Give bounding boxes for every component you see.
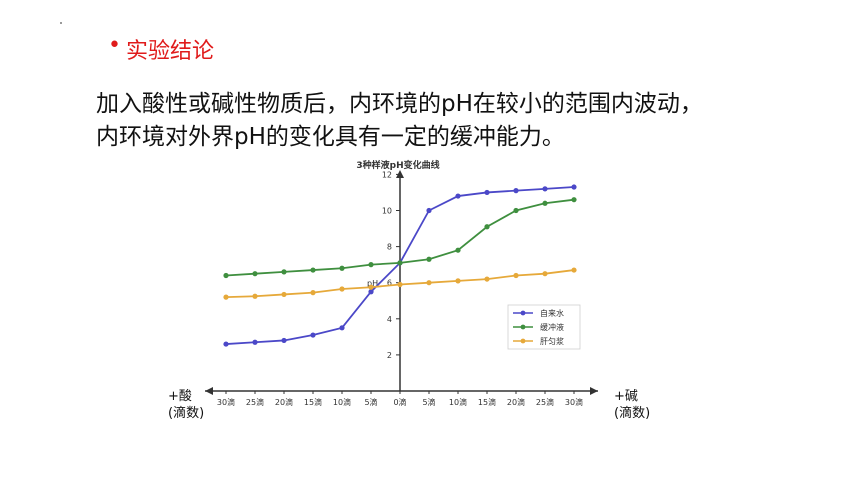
series-0-point [339, 325, 345, 331]
series-0-point [223, 341, 229, 347]
series-0-point [513, 188, 519, 194]
series-2-point [542, 271, 548, 277]
series-1-point [310, 267, 316, 273]
x-tick-label: 20滴 [507, 397, 525, 407]
legend-marker-0 [520, 310, 526, 316]
x-tick-label: 5滴 [364, 397, 377, 407]
x-axis-right-arrow [590, 387, 598, 395]
conclusion-line-1: 加入酸性或碱性物质后，内环境的pH在较小的范围内波动， [96, 91, 703, 117]
series-2-point [368, 284, 374, 290]
series-1-point [571, 197, 577, 203]
series-2-point [426, 280, 432, 286]
series-1-point [223, 272, 229, 279]
x-tick-label: 30滴 [565, 397, 583, 407]
series-0-point [252, 339, 258, 345]
conclusion-line-2: 内环境对外界pH的变化具有一定的缓冲能力。 [96, 124, 565, 150]
left-axis-label: +酸 (滴数) [168, 388, 204, 422]
series-0-point [455, 193, 461, 199]
y-tick-label: 10 [382, 207, 392, 216]
series-1-point [542, 200, 548, 206]
series-1-point [513, 207, 519, 214]
y-axis-label: pH [367, 279, 378, 288]
series-0-point [571, 184, 577, 190]
series-2-point [484, 276, 490, 282]
x-tick-label: 30滴 [217, 397, 235, 407]
left-axis-label-top: +酸 [168, 389, 192, 404]
y-tick-label: 4 [387, 315, 392, 324]
x-tick-label: 15滴 [304, 397, 322, 407]
left-axis-label-bottom: (滴数) [168, 406, 205, 421]
chart-title: 3种样液pH变化曲线 [356, 159, 439, 171]
y-tick-label: 2 [387, 351, 392, 360]
legend-marker-2 [520, 338, 526, 344]
series-0-point [368, 289, 374, 295]
y-tick-label: 8 [387, 243, 392, 252]
series-2-point [339, 286, 345, 292]
series-2-point [310, 290, 316, 296]
y-tick-label: 12 [382, 170, 392, 179]
bullet-marker: • [108, 33, 121, 58]
series-2-point [223, 294, 229, 300]
right-axis-label-top: +碱 [614, 389, 638, 404]
series-0-point [484, 189, 490, 196]
x-tick-label: 5滴 [422, 397, 435, 407]
series-1-point [281, 269, 287, 275]
series-1-point [339, 265, 345, 271]
series-1-point [426, 256, 432, 262]
y-tick-label: 6 [387, 279, 392, 288]
legend-label-0: 自来水 [540, 308, 564, 318]
series-0-point [542, 186, 548, 192]
x-tick-label: 25滴 [246, 397, 264, 407]
series-1-point [484, 224, 490, 230]
series-2-point [281, 291, 287, 298]
corner-dot [60, 22, 62, 24]
series-1-point [368, 262, 374, 268]
x-axis-left-arrow [205, 387, 213, 395]
series-2-point [513, 272, 519, 279]
legend-marker-1 [520, 324, 526, 330]
x-tick-label: 0滴 [393, 397, 406, 407]
series-2-point [397, 281, 403, 288]
series-0-point [310, 332, 316, 338]
series-1-point [455, 247, 461, 253]
x-tick-label: 10滴 [449, 397, 467, 407]
legend-label-1: 缓冲液 [540, 322, 564, 332]
slide-heading: 实验结论 [126, 39, 215, 64]
series-2-point [455, 278, 461, 284]
x-tick-label: 15滴 [478, 397, 496, 407]
series-2-point [252, 293, 258, 299]
legend-label-2: 肝匀浆 [540, 336, 564, 346]
series-0-point [426, 207, 432, 214]
conclusion-text: 加入酸性或碱性物质后，内环境的pH在较小的范围内波动， 内环境对外界pH的变化具… [96, 88, 796, 154]
series-1-point [397, 260, 403, 266]
right-axis-label-bottom: (滴数) [614, 406, 651, 421]
x-tick-label: 10滴 [333, 397, 351, 407]
x-tick-label: 25滴 [536, 397, 554, 407]
series-0-point [281, 337, 287, 344]
x-tick-label: 20滴 [275, 397, 293, 407]
right-axis-label: +碱 (滴数) [614, 388, 650, 422]
series-1-point [252, 271, 258, 277]
series-2-point [571, 267, 577, 273]
